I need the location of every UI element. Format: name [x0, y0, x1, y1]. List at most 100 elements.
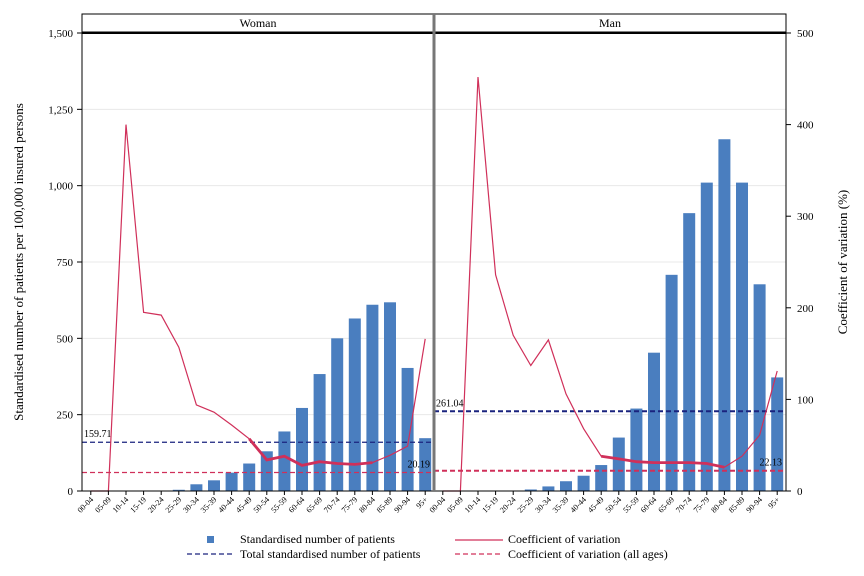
y-tick-label-right: 0 — [797, 486, 803, 498]
bar-man-50-54 — [612, 437, 625, 491]
bar-man-85-89 — [736, 182, 748, 491]
bars — [172, 139, 784, 492]
panel-title-man: Man — [599, 16, 621, 30]
x-tick-label-man: 05-09 — [445, 495, 465, 515]
bar-man-35-39 — [560, 481, 572, 491]
total-label-woman: 159.71 — [84, 429, 112, 440]
bar-man-65-69 — [665, 274, 678, 491]
bar-man-40-44 — [577, 475, 590, 491]
bar-woman-50-54 — [260, 451, 273, 491]
cv-line-emphasis-woman — [248, 437, 373, 467]
bar-woman-90-94 — [401, 367, 414, 491]
x-tick-label-woman: 35-39 — [199, 495, 219, 515]
bar-woman-75-79 — [348, 318, 361, 491]
bar-woman-65-69 — [313, 374, 326, 491]
x-tick-label-man: 65-69 — [656, 495, 676, 515]
x-tick-label-man: 75-79 — [692, 495, 712, 515]
legend-label-cv-all: Coefficient of variation (all ages) — [508, 547, 668, 561]
bar-man-80-84 — [718, 139, 731, 492]
x-tick-label-woman: 60-64 — [287, 495, 307, 515]
x-tick-label-woman: 50-54 — [252, 495, 272, 515]
bar-man-60-64 — [648, 352, 660, 491]
y-tick-label-left: 250 — [57, 410, 74, 422]
x-tick-label-man: 95+ — [766, 495, 782, 511]
x-tick-label-woman: 45-49 — [234, 495, 254, 515]
y-tick-label-left: 1,250 — [48, 104, 73, 116]
x-tick-label-man: 40-44 — [568, 495, 588, 515]
x-tick-label-man: 55-59 — [621, 495, 641, 515]
x-tick-label-man: 70-74 — [674, 495, 694, 515]
x-tick-label-man: 25-29 — [516, 495, 536, 515]
x-tick-label-woman: 75-79 — [340, 495, 360, 515]
x-tick-label-woman: 20-24 — [146, 495, 166, 515]
x-tick-label-woman: 05-09 — [93, 495, 113, 515]
y-axis-label-right: Coefficient of variation (%) — [835, 190, 850, 335]
bar-woman-30-34 — [190, 484, 203, 491]
y-tick-label-right: 200 — [797, 303, 814, 315]
x-tick-label-man: 15-19 — [480, 495, 500, 515]
bar-man-75-79 — [700, 182, 713, 491]
x-tick-label-man: 30-34 — [533, 495, 553, 515]
legend-label-bars: Standardised number of patients — [240, 532, 395, 546]
bar-woman-95+ — [419, 438, 432, 491]
y-tick-label-right: 400 — [797, 120, 814, 132]
bar-man-95+ — [771, 377, 784, 491]
y-tick-label-right: 100 — [797, 394, 814, 406]
x-tick-label-man: 20-24 — [498, 495, 518, 515]
panel-title-woman: Woman — [239, 16, 276, 30]
cv-all-label-woman: 20.19 — [408, 460, 431, 471]
y-tick-label-left: 750 — [57, 257, 74, 269]
x-tick-labels: 00-0405-0910-1415-1920-2425-2930-3435-39… — [76, 491, 782, 515]
y-tick-label-left: 0 — [68, 486, 74, 498]
bar-woman-60-64 — [296, 407, 308, 491]
x-tick-label-woman: 25-29 — [164, 495, 184, 515]
bar-woman-35-39 — [208, 480, 220, 491]
y-axis-label-left: Standardised number of patients per 100,… — [11, 103, 26, 421]
panel-headers: Woman Man — [81, 13, 787, 33]
y-tick-label-left: 1,000 — [48, 181, 73, 193]
x-tick-label-woman: 15-19 — [128, 495, 148, 515]
x-tick-label-woman: 90-94 — [392, 495, 412, 515]
x-tick-label-man: 50-54 — [604, 495, 624, 515]
x-tick-label-man: 10-14 — [463, 495, 483, 515]
x-tick-label-woman: 65-69 — [304, 495, 324, 515]
bar-woman-45-49 — [243, 463, 256, 491]
legend-swatch-bars — [207, 536, 214, 543]
cv-all-label-man: 22.13 — [760, 458, 783, 469]
legend-label-total: Total standardised number of patients — [240, 547, 421, 561]
total-label-man: 261.04 — [436, 398, 464, 409]
cv-line-emphasis-man — [600, 454, 725, 469]
bar-woman-40-44 — [225, 472, 238, 491]
x-tick-label-woman: 85-89 — [375, 495, 395, 515]
x-tick-label-woman: 55-59 — [269, 495, 289, 515]
legend-label-cv: Coefficient of variation — [508, 532, 620, 546]
bar-woman-85-89 — [384, 302, 396, 491]
bar-man-70-74 — [683, 213, 696, 491]
bar-woman-25-29 — [172, 489, 185, 491]
x-tick-label-woman: 80-84 — [357, 495, 377, 515]
panel-frames — [81, 14, 787, 492]
legend: Standardised number of patients Coeffici… — [187, 532, 668, 561]
bar-woman-80-84 — [366, 304, 379, 491]
y-tick-label-right: 300 — [797, 211, 814, 223]
x-tick-label-man: 45-49 — [586, 495, 606, 515]
cv-lines — [90, 76, 778, 492]
bar-woman-55-59 — [278, 431, 291, 491]
bar-man-55-59 — [630, 408, 643, 491]
y-tick-label-left: 500 — [57, 333, 74, 345]
x-tick-label-woman: 10-14 — [111, 495, 131, 515]
reference-lines: 159.71 20.19 261.04 22.13 — [82, 398, 786, 474]
x-tick-label-woman: 30-34 — [181, 495, 201, 515]
bar-man-30-34 — [542, 486, 555, 491]
bar-woman-70-74 — [331, 338, 344, 491]
x-tick-label-man: 35-39 — [551, 495, 571, 515]
y-tick-label-right: 500 — [797, 28, 814, 40]
bar-man-45-49 — [595, 465, 608, 491]
x-tick-label-man: 90-94 — [744, 495, 764, 515]
x-tick-label-woman: 40-44 — [216, 495, 236, 515]
x-tick-label-man: 00-04 — [428, 495, 448, 515]
x-tick-label-man: 85-89 — [727, 495, 747, 515]
x-tick-label-woman: 00-04 — [76, 495, 96, 515]
x-tick-label-man: 60-64 — [639, 495, 659, 515]
